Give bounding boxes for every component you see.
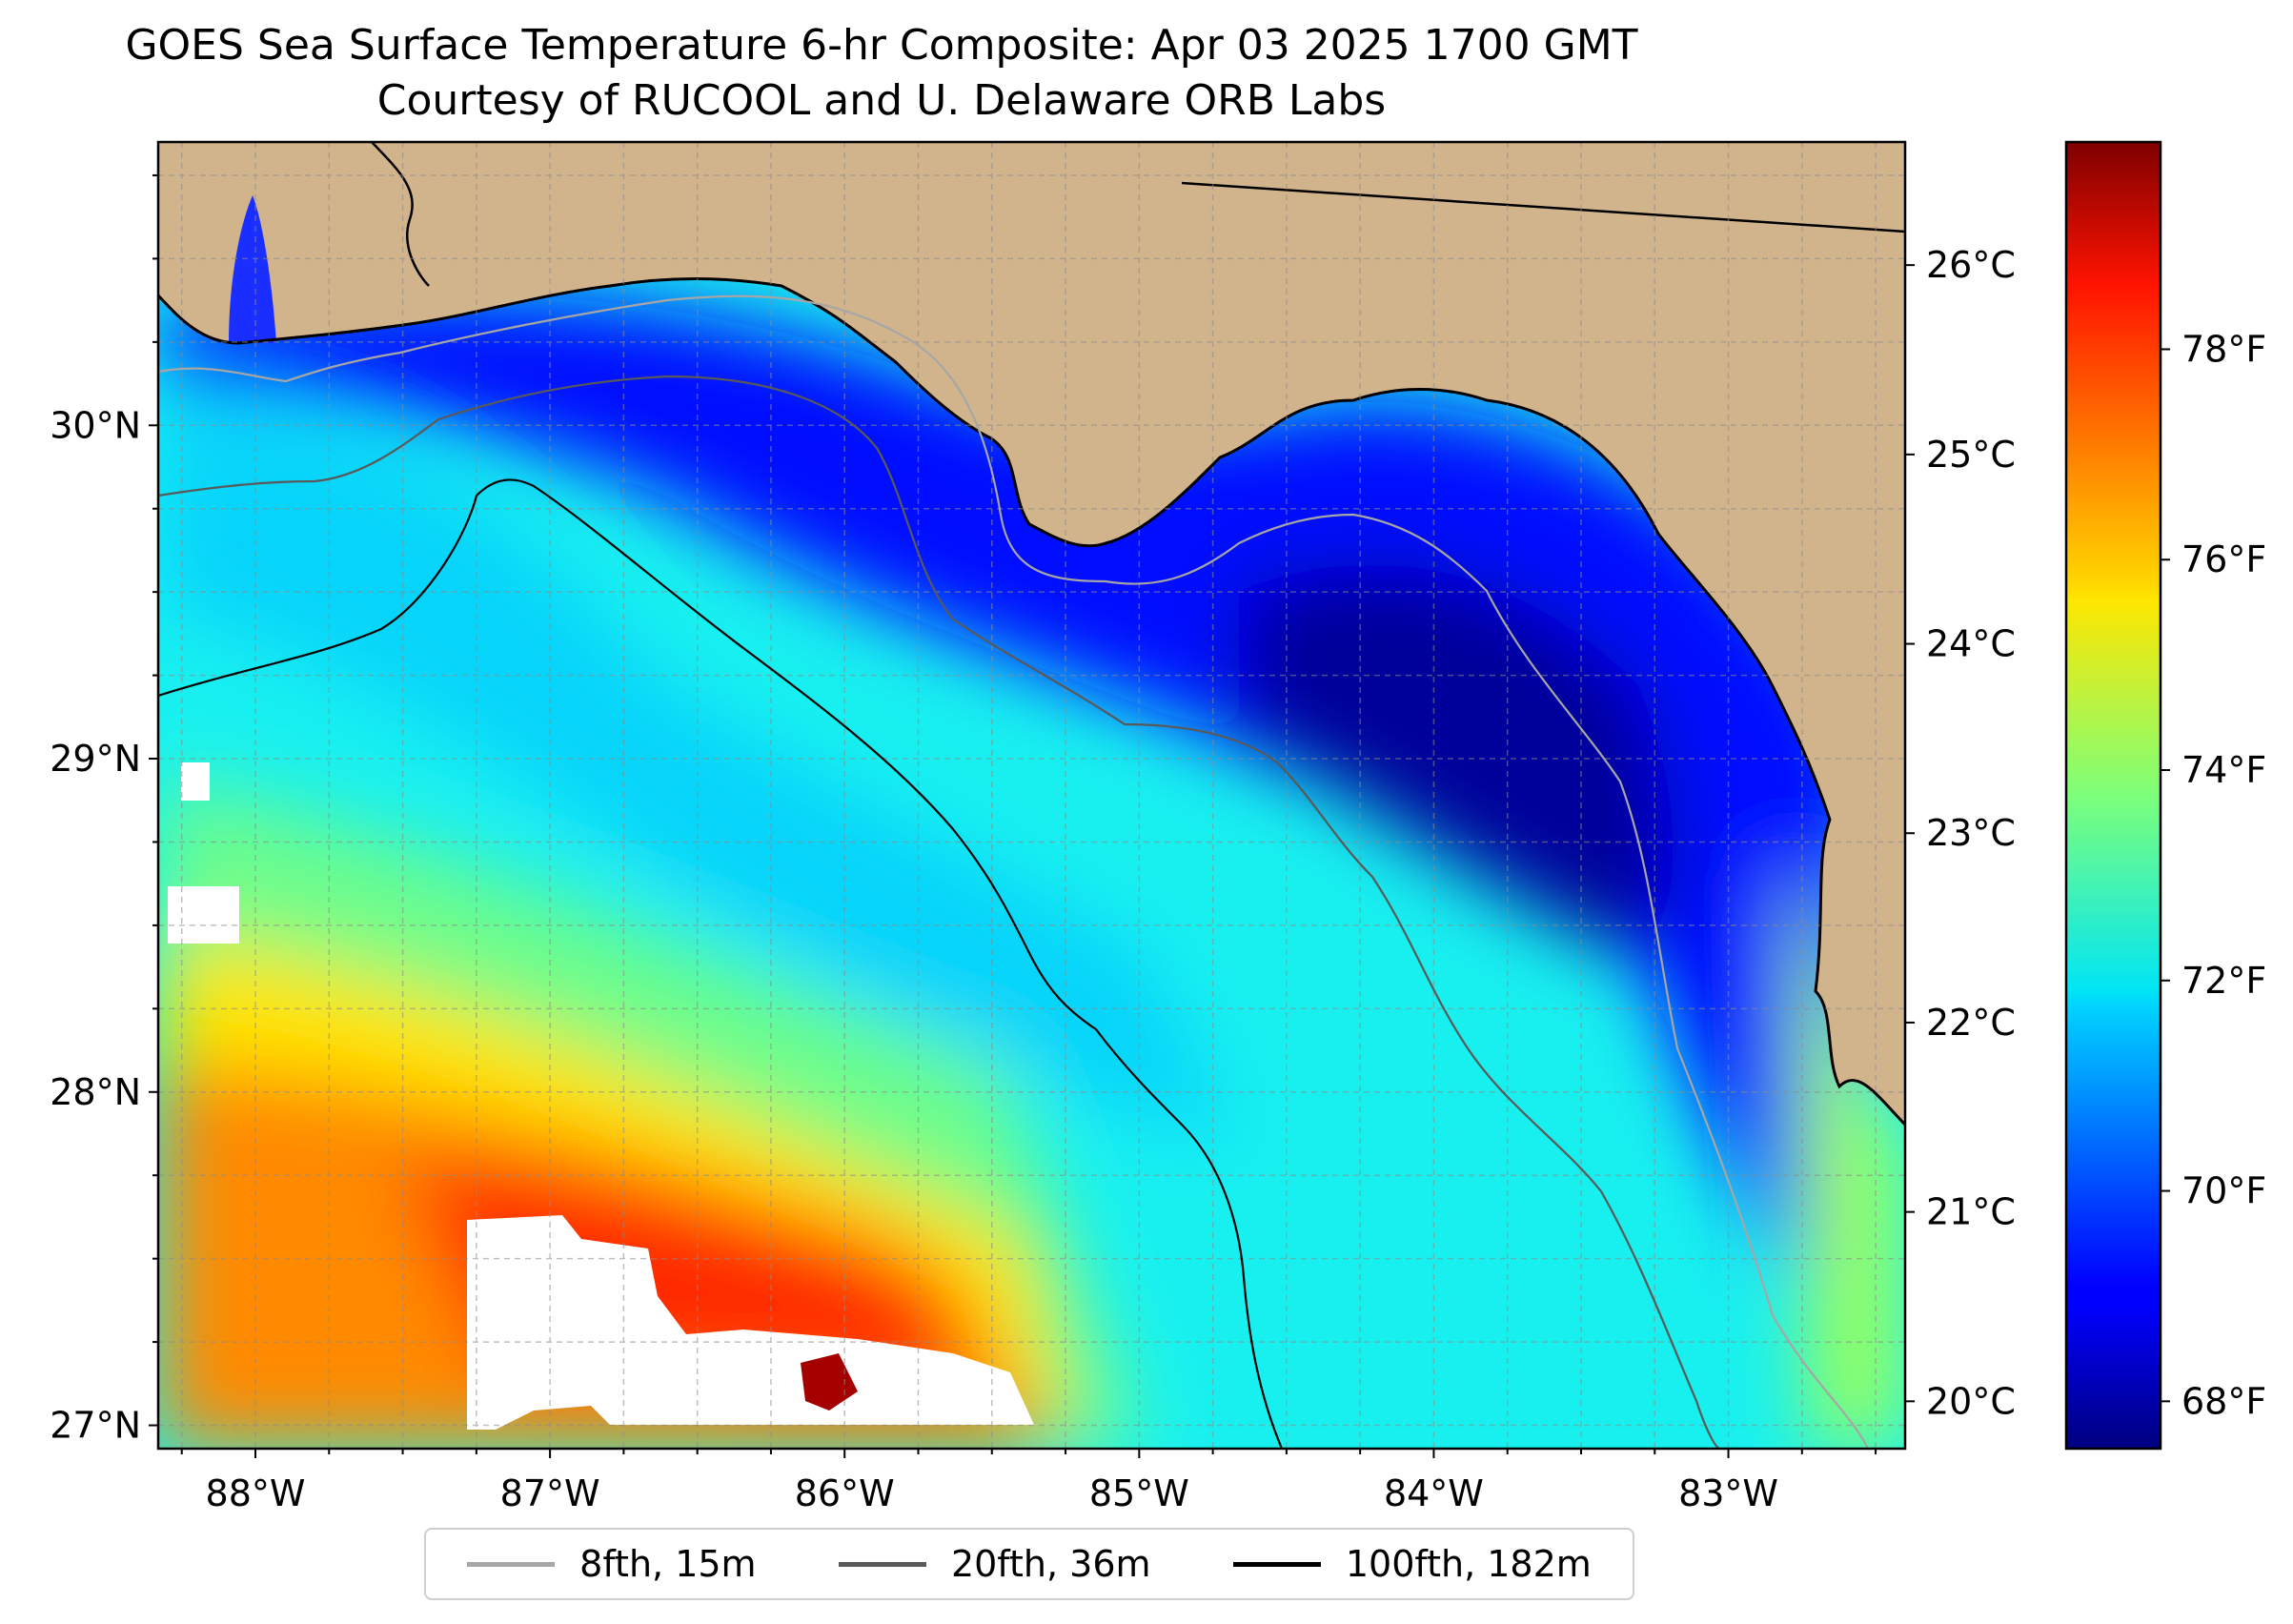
colorbar-celsius-axis: 20°C 21°C 22°C 23°C 24°C 25°C 26°C <box>1905 244 2016 1422</box>
lat-tick-label: 30°N <box>50 404 141 446</box>
fahrenheit-tick-label: 68°F <box>2181 1380 2266 1422</box>
celsius-tick-label: 22°C <box>1926 1002 2016 1044</box>
land <box>158 142 1905 1125</box>
state-border <box>1181 181 1905 233</box>
map-frame <box>156 140 1907 1451</box>
legend-item-20fth: 20fth, 36m <box>838 1543 1151 1585</box>
legend-label-100fth: 100fth, 182m <box>1345 1543 1592 1585</box>
mobile-bay <box>229 195 276 343</box>
lon-tick-label: 87°W <box>500 1472 600 1514</box>
legend-swatch-8fth <box>467 1561 556 1567</box>
hot-spot <box>801 1353 858 1411</box>
lat-tick-label: 27°N <box>50 1405 141 1447</box>
legend-swatch-100fth <box>1232 1561 1321 1567</box>
fahrenheit-tick-label: 76°F <box>2181 538 2266 580</box>
celsius-tick-label: 21°C <box>1926 1191 2016 1233</box>
isobath-100fth <box>158 478 1284 1449</box>
legend-swatch-20fth <box>838 1561 926 1567</box>
celsius-tick-label: 20°C <box>1926 1380 2016 1422</box>
fahrenheit-tick-label: 72°F <box>2181 960 2266 1002</box>
legend-item-8fth: 8fth, 15m <box>467 1543 757 1585</box>
legend-item-100fth: 100fth, 182m <box>1232 1543 1592 1585</box>
lat-tick-label: 28°N <box>50 1071 141 1113</box>
celsius-tick-label: 26°C <box>1926 244 2016 286</box>
isobath-8fth <box>158 294 1869 1449</box>
latitude-axis: 27°N 28°N 29°N 30°N <box>50 173 158 1447</box>
lon-tick-label: 85°W <box>1089 1472 1189 1514</box>
lon-tick-label: 88°W <box>206 1472 306 1514</box>
longitude-axis: 88°W 87°W 86°W 85°W 84°W 83°W <box>180 1449 1877 1514</box>
legend-label-20fth: 20fth, 36m <box>950 1543 1151 1585</box>
lat-tick-label: 29°N <box>50 738 141 780</box>
fahrenheit-tick-label: 78°F <box>2181 328 2266 370</box>
isobath-20fth <box>158 375 1721 1449</box>
fahrenheit-tick-label: 74°F <box>2181 749 2266 791</box>
map-area <box>158 142 1905 1449</box>
celsius-tick-label: 24°C <box>1926 623 2016 665</box>
map-subtitle: Courtesy of RUCOOL and U. Delaware ORB L… <box>376 76 1387 125</box>
coastline <box>158 277 1905 1127</box>
isobath-legend: 8fth, 15m 20fth, 36m 100fth, 182m <box>424 1528 1634 1600</box>
colorbar <box>2066 142 2161 1449</box>
celsius-tick-label: 23°C <box>1926 812 2016 854</box>
celsius-tick-label: 25°C <box>1926 434 2016 476</box>
colorbar-frame <box>2064 140 2162 1451</box>
no-data-region <box>168 762 1034 1430</box>
fahrenheit-tick-label: 70°F <box>2181 1170 2266 1212</box>
colorbar-fahrenheit-axis: 68°F 70°F 72°F 74°F 76°F 78°F <box>2161 328 2266 1422</box>
legend-label-8fth: 8fth, 15m <box>579 1543 757 1585</box>
lon-tick-label: 83°W <box>1678 1472 1778 1514</box>
lon-tick-label: 84°W <box>1384 1472 1484 1514</box>
map-title: GOES Sea Surface Temperature 6-hr Compos… <box>125 21 1638 70</box>
gridlines <box>158 142 1905 1449</box>
state-border-al <box>371 142 430 287</box>
lon-tick-label: 86°W <box>795 1472 895 1514</box>
